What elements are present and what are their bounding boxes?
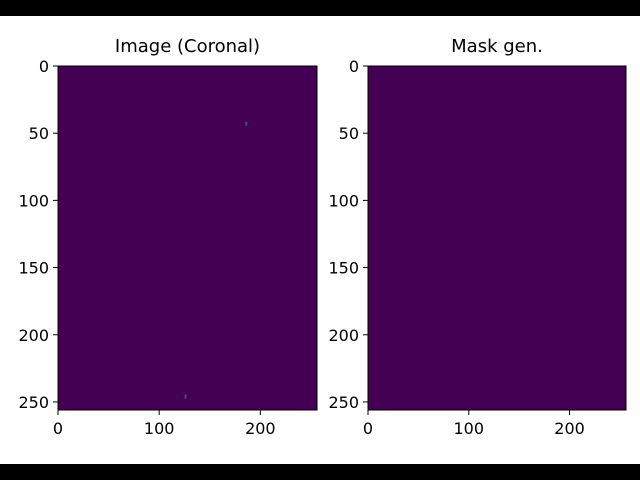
y-tick-label: 50 bbox=[339, 124, 359, 143]
x-tick-label: 100 bbox=[454, 419, 485, 438]
x-tick-label: 200 bbox=[554, 419, 585, 438]
y-tick-label: 0 bbox=[349, 57, 359, 76]
y-tick-label: 250 bbox=[328, 393, 359, 412]
x-tick-label: 200 bbox=[245, 419, 276, 438]
x-tick-label: 0 bbox=[53, 419, 63, 438]
subplot-title: Image (Coronal) bbox=[115, 36, 260, 57]
axes-frame bbox=[57, 65, 318, 411]
y-tick-label: 100 bbox=[328, 191, 359, 210]
heatmap-speck-1 bbox=[245, 121, 248, 126]
y-tick-label: 200 bbox=[18, 326, 49, 345]
subplot-title: Mask gen. bbox=[451, 36, 543, 57]
x-tick-label: 100 bbox=[144, 419, 175, 438]
axes-frame bbox=[367, 65, 627, 411]
heatmap-image bbox=[58, 66, 317, 410]
y-tick-label: 200 bbox=[328, 326, 359, 345]
figure-background: Image (Coronal) 0 50 100 150 200 250 0 100 200 Mas… bbox=[0, 16, 640, 464]
y-tick-label: 100 bbox=[18, 191, 49, 210]
y-tick-label: 150 bbox=[18, 259, 49, 278]
heatmap-image bbox=[368, 66, 626, 410]
y-tick-label: 250 bbox=[18, 393, 49, 412]
x-tick-label: 0 bbox=[363, 419, 373, 438]
heatmap-speck-2 bbox=[184, 394, 187, 399]
y-tick-label: 50 bbox=[29, 124, 49, 143]
y-tick-label: 0 bbox=[39, 57, 49, 76]
y-tick-label: 150 bbox=[328, 259, 359, 278]
